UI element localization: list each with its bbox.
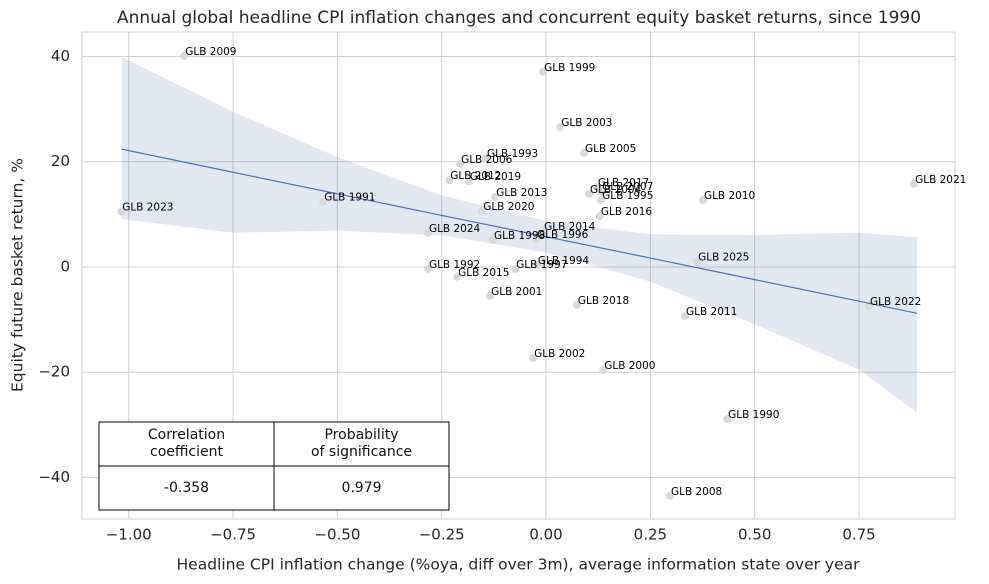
point <box>486 291 495 300</box>
x-axis-label: Headline CPI inflation change (%oya, dif… <box>177 556 861 574</box>
point <box>681 311 690 320</box>
point <box>529 353 538 362</box>
point-label: GLB 1999 <box>544 62 595 74</box>
point-label: GLB 2020 <box>483 201 534 213</box>
point <box>117 207 126 216</box>
x-tick-label: 0.25 <box>634 526 667 544</box>
y-tick-label: −40 <box>38 468 70 486</box>
point-label: GLB 2003 <box>561 117 612 129</box>
point <box>423 228 432 237</box>
point <box>491 192 500 201</box>
point <box>580 148 589 157</box>
point <box>597 196 606 205</box>
x-tick-label: −0.50 <box>314 526 360 544</box>
point <box>539 227 548 236</box>
point <box>556 123 565 132</box>
point <box>599 366 608 375</box>
point-label: GLB 2009 <box>185 46 236 58</box>
point-label: GLB 2023 <box>122 202 173 214</box>
point <box>532 235 541 244</box>
y-tick-label: 20 <box>51 152 70 170</box>
point <box>723 415 732 424</box>
point-label: GLB 2017 <box>598 177 649 189</box>
point-label: GLB 1991 <box>324 192 375 204</box>
point-label: GLB 2008 <box>671 486 722 498</box>
point <box>595 211 604 220</box>
point <box>698 196 707 205</box>
point <box>539 67 548 76</box>
x-tick-label: 0.75 <box>842 526 875 544</box>
point <box>464 177 473 186</box>
point-label: GLB 1994 <box>538 255 590 267</box>
point-label: GLB 2015 <box>458 267 509 279</box>
point-label: GLB 1990 <box>728 409 779 421</box>
y-axis-label: Equity future basket return, % <box>9 158 27 392</box>
x-tick-label: −1.00 <box>106 526 152 544</box>
table-cell: 0.979 <box>341 480 381 496</box>
x-tick-label: 0.50 <box>738 526 771 544</box>
point <box>453 272 462 281</box>
point <box>665 491 674 500</box>
point <box>423 265 432 274</box>
table-cell: -0.358 <box>164 480 209 496</box>
point-label: GLB 2014 <box>544 221 596 233</box>
point-label: GLB 2024 <box>429 223 481 235</box>
point-label: GLB 2022 <box>870 296 921 308</box>
y-tick-label: 0 <box>60 257 70 275</box>
y-tick-label: −20 <box>38 363 70 381</box>
point <box>489 236 498 245</box>
point-label: GLB 2010 <box>704 190 755 202</box>
point <box>445 176 454 185</box>
point <box>910 179 919 188</box>
x-tick-label: −0.75 <box>210 526 256 544</box>
point-label: GLB 1993 <box>487 148 538 160</box>
point-label: GLB 2005 <box>585 143 636 155</box>
point-label: GLB 2012 <box>450 170 501 182</box>
point-label: GLB 2007 <box>602 181 653 193</box>
point-label: GLB 2019 <box>470 171 521 183</box>
point <box>481 154 490 163</box>
point-label: GLB 1996 <box>537 229 589 241</box>
y-tick-label: 40 <box>51 47 70 65</box>
point <box>478 207 487 216</box>
point-label: GLB 2016 <box>601 206 653 218</box>
point-label: GLB 2006 <box>461 154 513 166</box>
point-label: GLB 2018 <box>578 295 629 307</box>
point-label: GLB 2025 <box>698 252 749 264</box>
point <box>597 187 606 196</box>
point-label: GLB 1997 <box>516 259 567 271</box>
point-label: GLB 2021 <box>915 174 966 186</box>
point-label: GLB 2013 <box>496 187 547 199</box>
point-label: GLB 1995 <box>602 190 653 202</box>
point <box>585 189 594 198</box>
point <box>511 265 520 274</box>
chart-title: Annual global headline CPI inflation cha… <box>117 8 921 28</box>
point <box>572 300 581 309</box>
point <box>180 51 189 60</box>
regression-line <box>121 148 918 314</box>
point-label: GLB 1998 <box>494 230 545 242</box>
table-header: of significance <box>311 444 412 460</box>
point-label: GLB 2004 <box>590 184 642 196</box>
table-header: coefficient <box>150 444 223 460</box>
point-label: GLB 2000 <box>604 360 655 372</box>
point <box>532 260 541 269</box>
x-tick-label: 0.00 <box>529 526 562 544</box>
plot-frame <box>81 31 956 520</box>
confidence-band <box>121 57 918 413</box>
point <box>456 159 465 168</box>
point <box>319 197 328 206</box>
point-label: GLB 2011 <box>686 306 737 318</box>
point <box>693 257 702 266</box>
point-label: GLB 1992 <box>429 259 480 271</box>
table-header: Correlation <box>148 427 225 443</box>
point-label: GLB 2002 <box>534 348 585 360</box>
x-tick-label: −0.25 <box>419 526 465 544</box>
point-label: GLB 2001 <box>491 286 542 298</box>
table-header: Probability <box>324 427 398 443</box>
